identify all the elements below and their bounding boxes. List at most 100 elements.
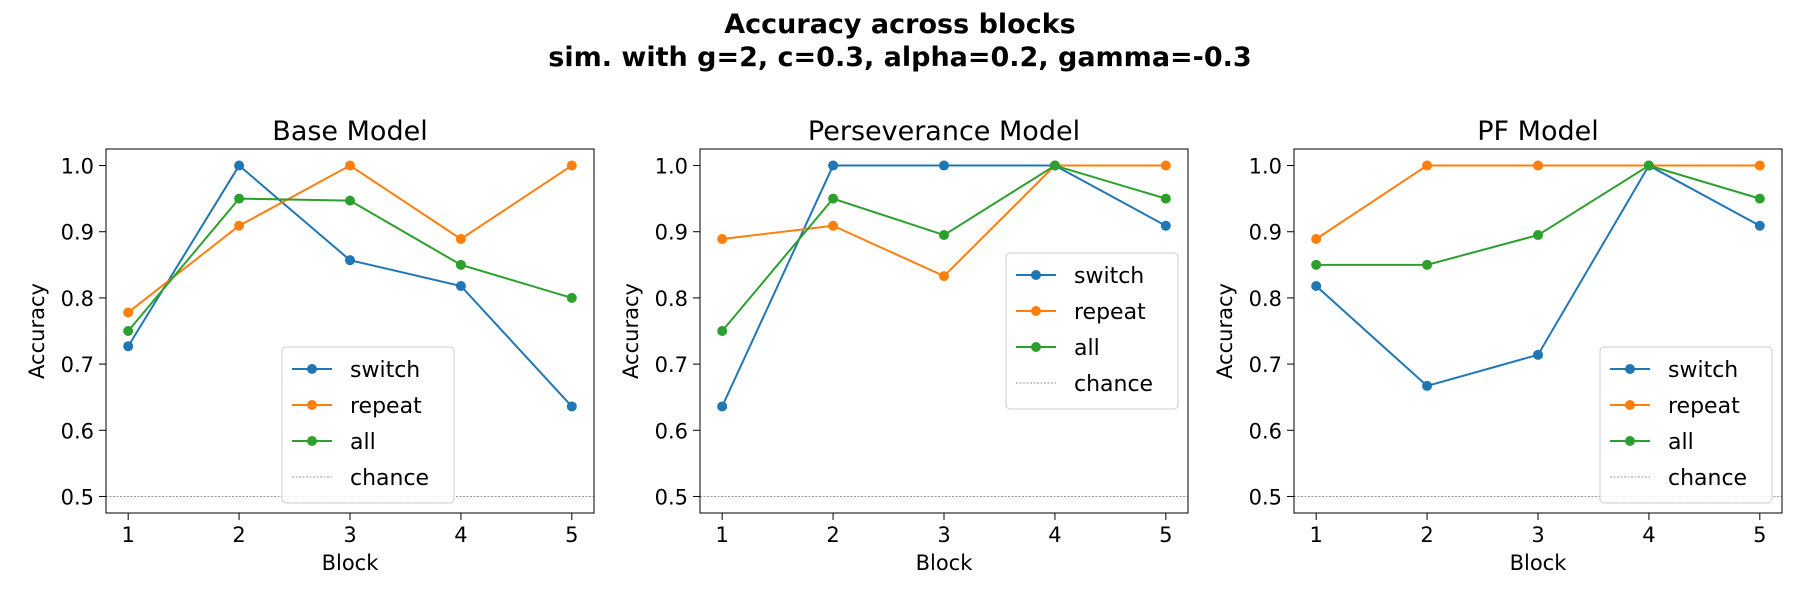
legend-marker-switch [1625, 364, 1635, 374]
x-tick-label: 4 [454, 523, 467, 547]
point-repeat-2 [828, 220, 839, 231]
y-tick-label: 0.5 [61, 485, 94, 509]
point-all-5 [1754, 193, 1765, 204]
point-switch-5 [1754, 220, 1765, 231]
point-switch-2 [234, 160, 245, 171]
legend-marker-repeat [1031, 306, 1041, 316]
point-all-3 [345, 195, 355, 206]
subplot-title: PF Model [1477, 116, 1598, 147]
point-all-5 [566, 292, 577, 303]
legend-marker-switch [1031, 270, 1041, 280]
x-tick-label: 5 [565, 523, 578, 547]
series-line-all [1316, 164, 1761, 266]
point-switch-2 [1422, 380, 1433, 391]
point-all-5 [1160, 193, 1171, 204]
point-switch-5 [1160, 220, 1171, 231]
legend-label-switch: switch [1668, 358, 1738, 383]
y-tick-label: 0.8 [1249, 287, 1282, 311]
point-repeat-5 [566, 160, 577, 171]
point-repeat-1 [1311, 234, 1322, 245]
x-tick-label: 1 [121, 523, 134, 547]
point-repeat-1 [717, 234, 728, 245]
legend-label-repeat: repeat [1074, 300, 1146, 325]
y-tick-label: 0.9 [1249, 221, 1282, 245]
legend-label-switch: switch [1074, 264, 1144, 289]
legend-label-repeat: repeat [1668, 394, 1740, 419]
point-repeat-3 [1533, 160, 1543, 171]
y-tick-label: 0.7 [61, 353, 94, 377]
point-repeat-3 [345, 160, 355, 171]
subplot-title: Perseverance Model [808, 116, 1080, 147]
y-tick-label: 0.9 [655, 221, 688, 245]
point-all-1 [123, 326, 134, 336]
figure-title: Accuracy across blocks [724, 9, 1076, 40]
x-axis-label: Block [1510, 551, 1568, 575]
point-all-1 [1311, 259, 1322, 270]
y-tick-label: 0.5 [655, 485, 688, 509]
x-tick-label: 3 [343, 523, 356, 547]
point-all-4 [455, 259, 466, 270]
point-all-3 [939, 230, 949, 241]
point-all-4 [1049, 160, 1060, 171]
point-switch-1 [1311, 280, 1322, 291]
point-switch-3 [345, 255, 355, 266]
y-tick-label: 0.8 [61, 287, 94, 311]
y-tick-label: 0.5 [1249, 485, 1282, 509]
point-repeat-2 [1422, 160, 1433, 171]
legend-box [281, 346, 455, 504]
x-tick-label: 4 [1642, 523, 1655, 547]
legend-label-repeat: repeat [350, 394, 422, 419]
x-tick-label: 2 [1420, 523, 1433, 547]
x-axis-label: Block [322, 551, 380, 575]
legend-marker-all [1625, 436, 1635, 446]
point-switch-4 [455, 280, 466, 291]
point-repeat-5 [1160, 160, 1171, 171]
point-all-4 [1643, 160, 1654, 171]
y-tick-label: 1.0 [1249, 155, 1282, 179]
point-switch-1 [717, 401, 728, 412]
figure-subtitle: sim. with g=2, c=0.3, alpha=0.2, gamma=-… [548, 42, 1252, 73]
legend-marker-repeat [1625, 400, 1635, 410]
point-all-2 [828, 193, 839, 204]
legend-label-chance: chance [350, 466, 429, 491]
point-repeat-2 [234, 220, 245, 231]
y-tick-label: 0.7 [655, 353, 688, 377]
point-switch-5 [566, 401, 577, 412]
x-tick-label: 1 [715, 523, 728, 547]
y-tick-label: 1.0 [61, 155, 94, 179]
legend-label-chance: chance [1074, 372, 1153, 397]
point-all-1 [717, 326, 728, 336]
point-all-2 [1422, 259, 1433, 270]
point-repeat-1 [123, 307, 134, 318]
point-all-3 [1533, 230, 1543, 241]
point-switch-3 [939, 160, 949, 171]
point-repeat-3 [939, 271, 949, 282]
y-tick-label: 0.6 [655, 419, 688, 443]
legend-label-chance: chance [1668, 466, 1747, 491]
point-repeat-4 [455, 234, 466, 245]
legend-marker-all [307, 436, 317, 446]
point-switch-1 [123, 341, 134, 352]
legend-marker-repeat [307, 400, 317, 410]
x-axis-label: Block [916, 551, 974, 575]
legend-box [1005, 252, 1179, 410]
point-switch-2 [828, 160, 839, 171]
legend-box [1599, 346, 1773, 504]
series-line-repeat [1315, 164, 1760, 240]
subplot-title: Base Model [272, 116, 427, 147]
y-tick-label: 0.7 [1249, 353, 1282, 377]
y-axis-label: Accuracy [1213, 283, 1237, 379]
y-tick-label: 0.6 [1249, 419, 1282, 443]
y-tick-label: 0.8 [655, 287, 688, 311]
legend-label-switch: switch [350, 358, 420, 383]
x-tick-label: 3 [1531, 523, 1544, 547]
x-tick-label: 2 [232, 523, 245, 547]
x-tick-label: 3 [937, 523, 950, 547]
y-tick-label: 0.6 [61, 419, 94, 443]
legend-label-all: all [350, 430, 376, 455]
legend-marker-all [1031, 342, 1041, 352]
x-tick-label: 5 [1753, 523, 1766, 547]
point-all-2 [234, 193, 245, 204]
point-switch-3 [1533, 349, 1543, 360]
y-axis-label: Accuracy [25, 283, 49, 379]
